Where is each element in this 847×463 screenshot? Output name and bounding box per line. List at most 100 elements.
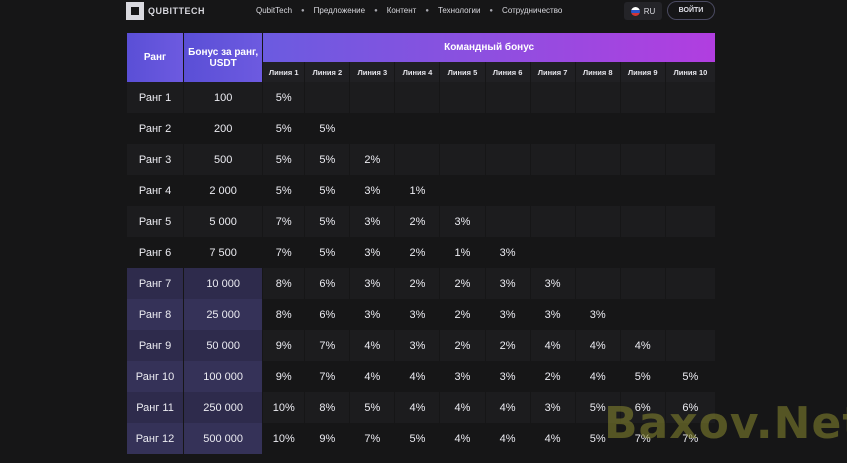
line-2-cell: 6%	[305, 299, 350, 330]
line-6-cell: 4%	[485, 423, 530, 454]
line-9-cell	[620, 237, 665, 268]
line-10-cell	[665, 144, 715, 175]
line-5-cell	[440, 82, 485, 113]
rank-cell: Ранг 5	[127, 206, 184, 237]
login-button[interactable]: ВОЙТИ	[667, 1, 715, 20]
line-8-cell	[575, 206, 620, 237]
line-7-cell	[530, 206, 575, 237]
line-10-cell	[665, 268, 715, 299]
rank-cell: Ранг 4	[127, 175, 184, 206]
nav-separator: ●	[425, 7, 429, 14]
line-10-cell	[665, 175, 715, 206]
nav-qubittech[interactable]: QubitTech	[256, 6, 293, 15]
line-9-cell: 5%	[620, 361, 665, 392]
line-2-cell: 5%	[305, 206, 350, 237]
line-8-cell: 5%	[575, 423, 620, 454]
bonus-cell: 7 500	[184, 237, 263, 268]
rank-cell: Ранг 7	[127, 268, 184, 299]
line-10-cell: 5%	[665, 361, 715, 392]
line-6-cell: 3%	[485, 268, 530, 299]
logo[interactable]: QUBITTECH	[126, 2, 205, 20]
line-2-cell: 5%	[305, 113, 350, 144]
line-10-cell: 6%	[665, 392, 715, 423]
line-10-cell	[665, 237, 715, 268]
bonus-cell: 250 000	[184, 392, 263, 423]
bonus-cell: 100 000	[184, 361, 263, 392]
line-header-3: Линия 3	[350, 62, 395, 82]
table-row: Ранг 3 500 5% 5% 2%	[127, 144, 715, 175]
line-3-cell: 3%	[350, 175, 395, 206]
line-5-cell: 3%	[440, 206, 485, 237]
line-7-cell: 2%	[530, 361, 575, 392]
line-8-cell: 5%	[575, 392, 620, 423]
nav-content[interactable]: Контент	[386, 6, 417, 15]
line-1-cell: 8%	[263, 299, 305, 330]
line-6-cell: 4%	[485, 392, 530, 423]
line-4-cell: 2%	[395, 268, 440, 299]
line-7-cell	[530, 113, 575, 144]
nav-technologies[interactable]: Технологии	[437, 6, 481, 15]
line-5-cell: 1%	[440, 237, 485, 268]
line-3-cell: 3%	[350, 299, 395, 330]
line-header-row: Линия 1 Линия 2 Линия 3 Линия 4 Линия 5 Линия…	[127, 62, 715, 82]
line-2-cell: 7%	[305, 361, 350, 392]
line-5-cell: 2%	[440, 268, 485, 299]
site-header: QUBITTECH QubitTech ● Предложение ● Конт…	[0, 0, 847, 26]
line-8-cell: 4%	[575, 361, 620, 392]
line-5-cell	[440, 113, 485, 144]
line-1-cell: 9%	[263, 330, 305, 361]
rank-cell: Ранг 8	[127, 299, 184, 330]
line-1-cell: 10%	[263, 392, 305, 423]
line-4-cell: 4%	[395, 392, 440, 423]
line-9-cell: 4%	[620, 330, 665, 361]
line-4-cell: 3%	[395, 299, 440, 330]
language-selector[interactable]: RU	[624, 2, 662, 20]
line-1-cell: 7%	[263, 206, 305, 237]
bonus-table: Ранг Бонус за ранг, USDT Командный бонус…	[126, 33, 716, 454]
line-8-cell	[575, 237, 620, 268]
line-5-cell	[440, 175, 485, 206]
rank-cell: Ранг 1	[127, 82, 184, 113]
nav-cooperation[interactable]: Сотрудничество	[502, 6, 563, 15]
bonus-cell: 100	[184, 82, 263, 113]
line-3-cell: 3%	[350, 237, 395, 268]
table-row: Ранг 2 200 5% 5%	[127, 113, 715, 144]
line-7-cell: 3%	[530, 392, 575, 423]
nav-offer[interactable]: Предложение	[313, 6, 366, 15]
table-row: Ранг 10 100 000 9% 7% 4% 4% 3% 3% 2% 4% 5% 5%	[127, 361, 715, 392]
nav-separator: ●	[374, 7, 378, 14]
rank-cell: Ранг 2	[127, 113, 184, 144]
line-9-cell	[620, 206, 665, 237]
line-header-7: Линия 7	[530, 62, 575, 82]
line-10-cell	[665, 330, 715, 361]
line-7-cell: 4%	[530, 330, 575, 361]
bonus-cell: 10 000	[184, 268, 263, 299]
line-9-cell: 7%	[620, 423, 665, 454]
rank-cell: Ранг 9	[127, 330, 184, 361]
line-9-cell	[620, 268, 665, 299]
line-9-cell	[620, 82, 665, 113]
line-8-cell	[575, 82, 620, 113]
table-row: Ранг 12 500 000 10% 9% 7% 5% 4% 4% 4% 5% 7% 7%	[127, 423, 715, 454]
line-2-cell: 8%	[305, 392, 350, 423]
russia-flag-icon	[630, 6, 640, 16]
line-7-cell	[530, 82, 575, 113]
qubittech-logo-icon	[126, 2, 144, 20]
line-4-cell	[395, 113, 440, 144]
line-9-cell	[620, 144, 665, 175]
line-3-cell: 3%	[350, 206, 395, 237]
line-1-cell: 5%	[263, 82, 305, 113]
line-3-cell	[350, 113, 395, 144]
line-3-cell: 7%	[350, 423, 395, 454]
bonus-cell: 500	[184, 144, 263, 175]
line-9-cell	[620, 113, 665, 144]
line-header-8: Линия 8	[575, 62, 620, 82]
line-7-cell	[530, 237, 575, 268]
line-1-cell: 7%	[263, 237, 305, 268]
line-7-cell: 3%	[530, 299, 575, 330]
line-4-cell: 4%	[395, 361, 440, 392]
line-7-cell: 4%	[530, 423, 575, 454]
table-row: Ранг 1 100 5%	[127, 82, 715, 113]
